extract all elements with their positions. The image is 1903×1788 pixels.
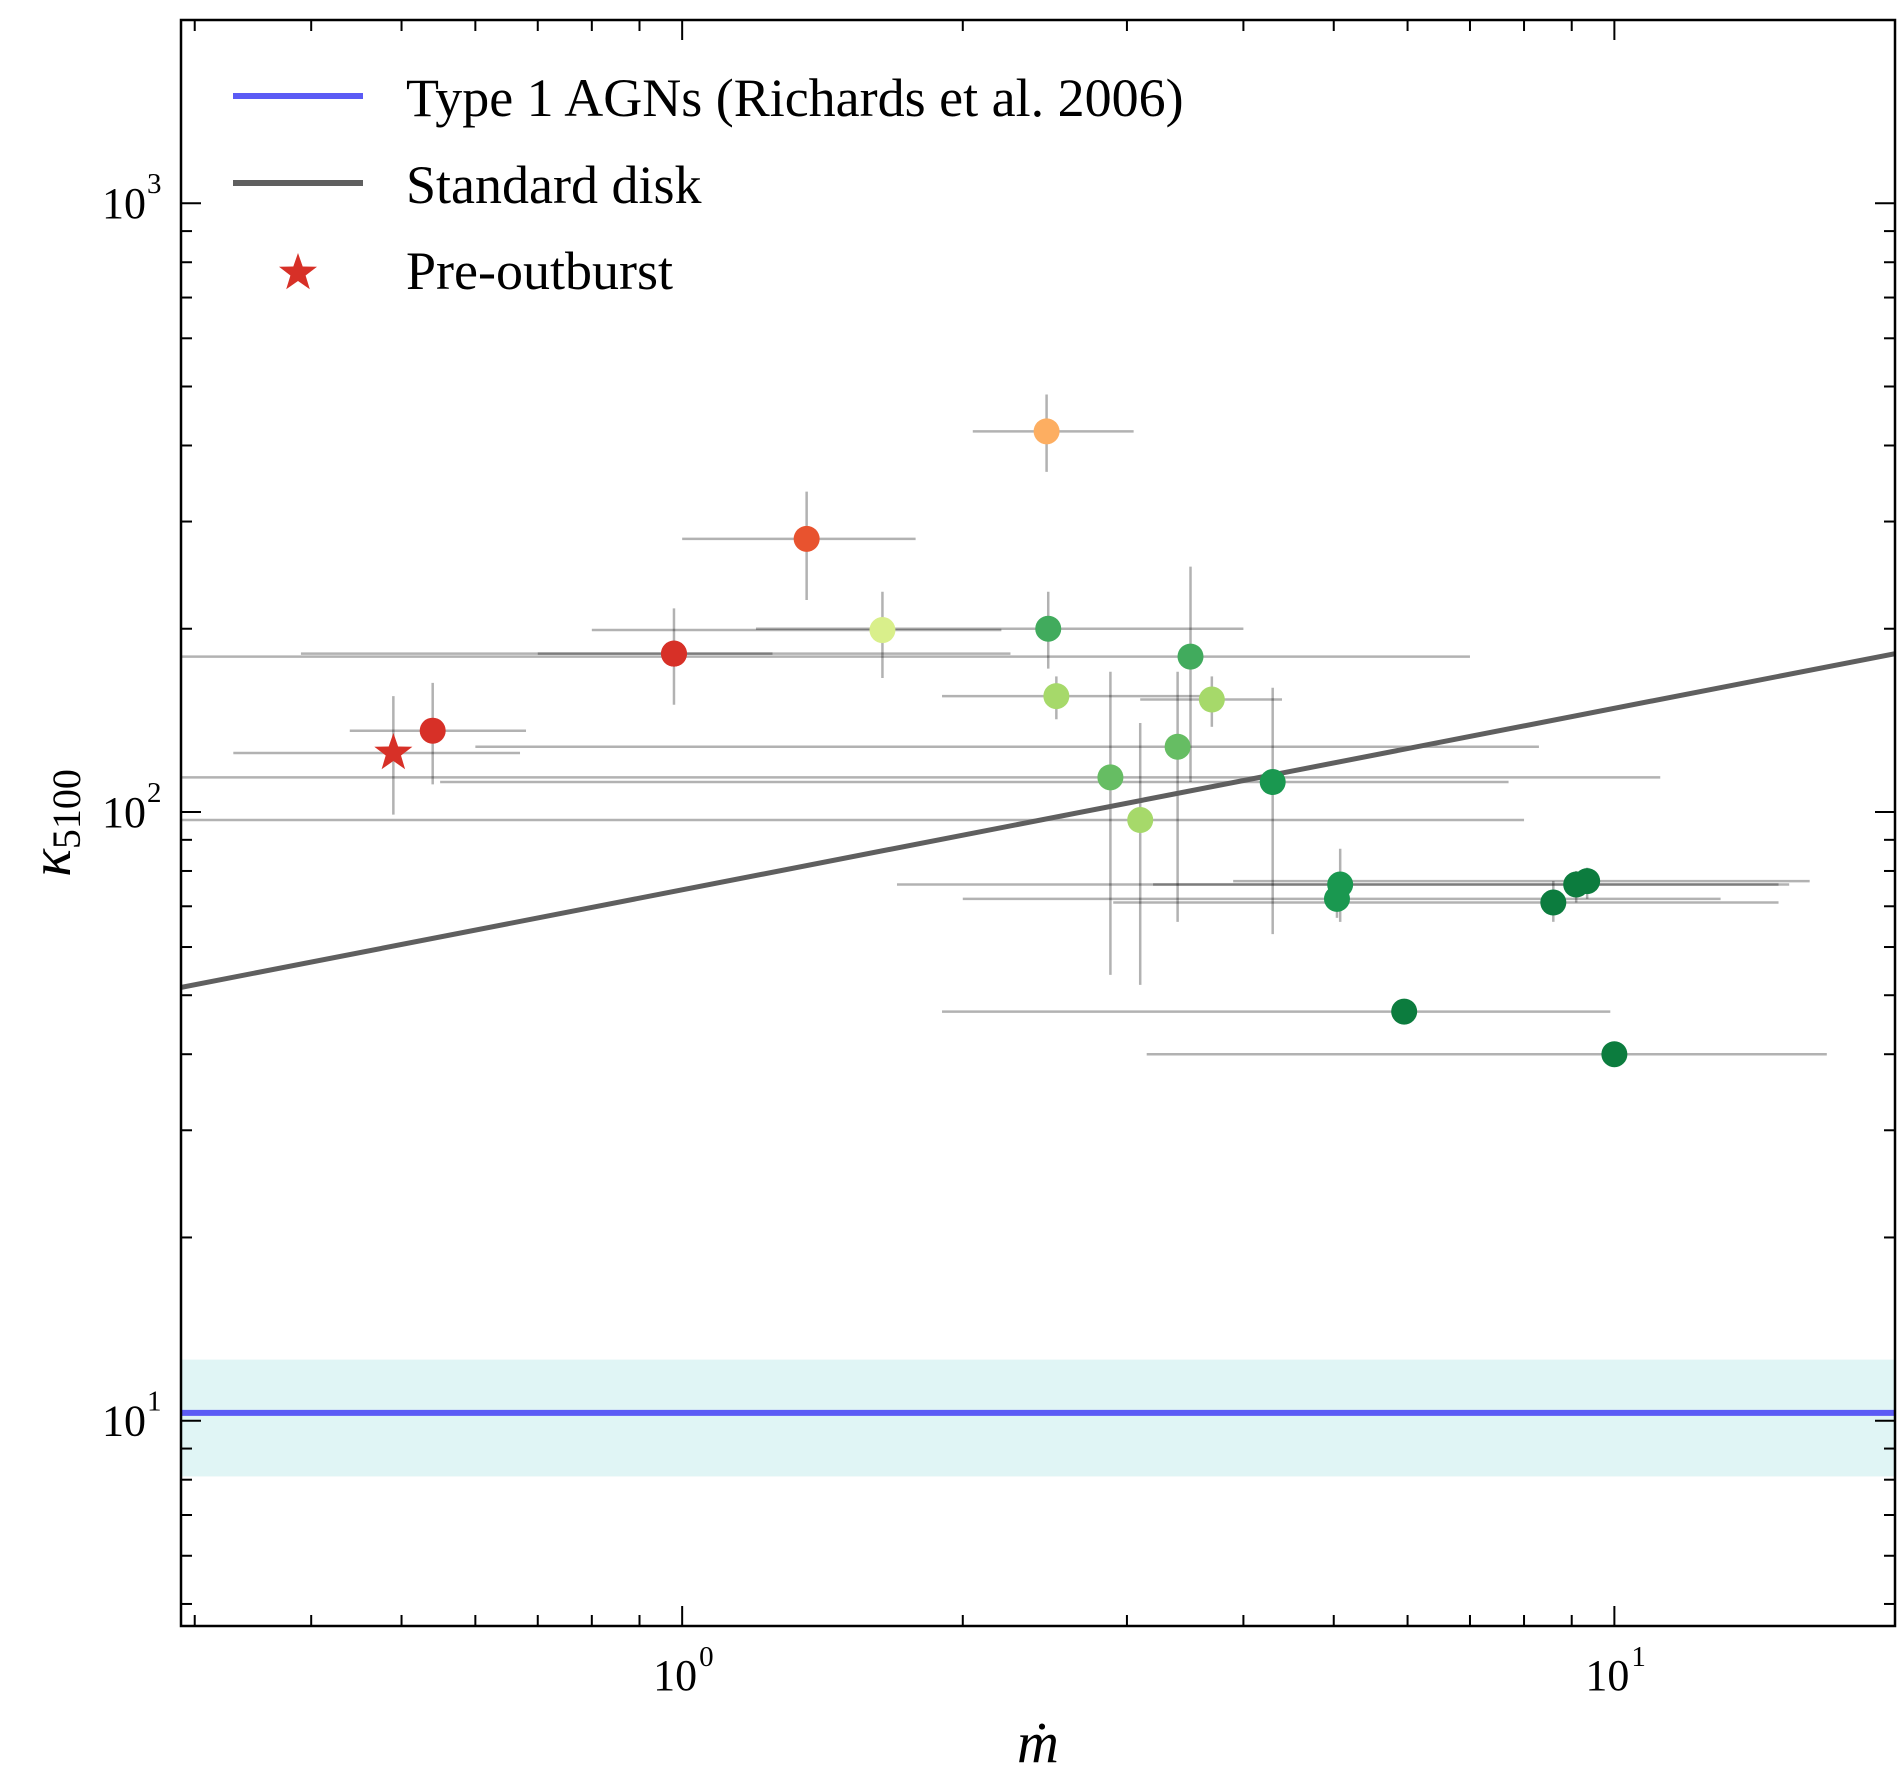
x-tick-label-exponent: 0 <box>699 1641 714 1673</box>
data-point <box>1033 418 1060 445</box>
data-points <box>374 418 1628 1068</box>
data-point <box>1323 885 1350 912</box>
data-point <box>419 717 446 744</box>
data-point <box>1574 868 1601 895</box>
y-tick-label: 10 <box>102 179 146 228</box>
legend-star-icon <box>279 253 317 290</box>
x-axis-label: ṁ <box>1017 1710 1059 1775</box>
y-tick-label-exponent: 2 <box>147 777 162 809</box>
y-tick-label: 10 <box>102 1397 146 1446</box>
data-point <box>1097 764 1124 791</box>
data-point <box>1035 615 1062 642</box>
legend-label-type1-agn: Type 1 AGNs (Richards et al. 2006) <box>406 68 1184 128</box>
data-point <box>1127 807 1154 834</box>
legend-label-standard-disk: Standard disk <box>406 155 701 215</box>
x-tick-label: 10 <box>1585 1651 1629 1700</box>
plot-area <box>181 394 1895 1477</box>
pre-outburst-star <box>374 733 413 770</box>
legend-label-pre-outburst: Pre-outburst <box>406 241 673 301</box>
data-point <box>1164 733 1191 760</box>
data-point <box>1177 643 1204 670</box>
standard-disk-line <box>181 651 1895 990</box>
data-point <box>793 525 820 552</box>
y-tick-label-exponent: 3 <box>147 168 162 200</box>
tick-labels: 10 0 10 110 110 210 3 <box>102 168 1646 1700</box>
data-point <box>1043 683 1070 710</box>
x-tick-label: 10 <box>653 1651 697 1700</box>
data-point <box>1601 1041 1628 1068</box>
axis-ticks <box>181 19 1896 1626</box>
data-point <box>660 640 687 667</box>
y-tick-label-exponent: 1 <box>147 1386 162 1418</box>
data-point <box>1198 686 1225 713</box>
plot-frame <box>179 18 1897 1628</box>
x-tick-label-exponent: 1 <box>1631 1641 1646 1673</box>
error-bars <box>181 394 1827 1056</box>
y-tick-label: 10 <box>102 788 146 837</box>
data-point <box>1259 769 1286 796</box>
legend: Type 1 AGNs (Richards et al. 2006) Stand… <box>233 68 1184 301</box>
type1-agn-band <box>181 1359 1895 1477</box>
data-point <box>1391 998 1418 1025</box>
y-axis-label: κ5100 <box>18 769 89 877</box>
data-point <box>1540 889 1567 916</box>
data-point <box>869 617 896 644</box>
